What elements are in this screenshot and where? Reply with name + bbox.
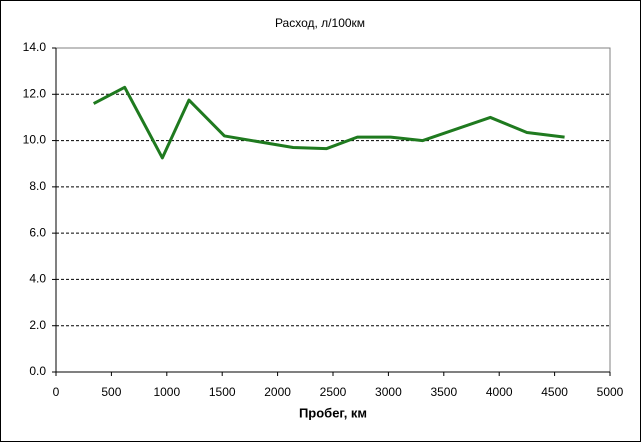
data-line bbox=[92, 85, 565, 160]
x-tick-label: 1000 bbox=[153, 385, 180, 399]
x-tick-label: 3000 bbox=[375, 385, 402, 399]
y-tick-label: 8.0 bbox=[29, 179, 46, 193]
y-tick-label: 6.0 bbox=[29, 225, 46, 239]
y-tick-label: 10.0 bbox=[23, 133, 47, 147]
x-tick-label: 500 bbox=[101, 385, 121, 399]
x-tick-label: 3500 bbox=[430, 385, 457, 399]
x-tick-label: 4000 bbox=[486, 385, 513, 399]
x-tick-label: 5000 bbox=[597, 385, 624, 399]
x-tick-label: 4500 bbox=[541, 385, 568, 399]
y-tick-label: 2.0 bbox=[29, 318, 46, 332]
y-tick-label: 0.0 bbox=[29, 364, 46, 378]
x-tick-label: 2500 bbox=[320, 385, 347, 399]
x-tick-label: 2000 bbox=[264, 385, 291, 399]
y-tick-label: 4.0 bbox=[29, 272, 46, 286]
chart-title: Расход, л/100км bbox=[275, 16, 365, 30]
x-axis-label: Пробег, км bbox=[299, 405, 367, 420]
x-tick-label: 0 bbox=[53, 385, 60, 399]
x-tick-label: 1500 bbox=[209, 385, 236, 399]
y-tick-label: 14.0 bbox=[23, 40, 47, 54]
y-tick-label: 12.0 bbox=[23, 86, 47, 100]
plot-area bbox=[55, 47, 611, 373]
